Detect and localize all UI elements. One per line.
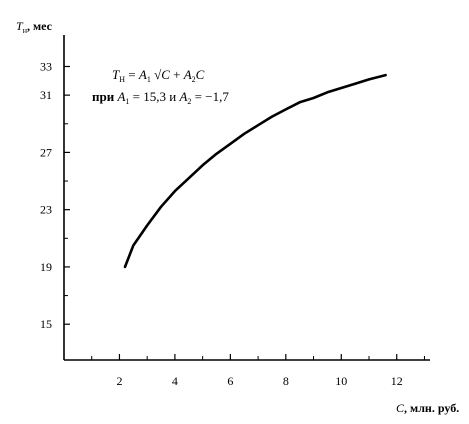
formula-line-2: при A1 = 15,3 и A2 = −1,7 xyxy=(92,89,229,106)
x-tick-label: 8 xyxy=(283,374,289,388)
formula-plus: + xyxy=(170,67,184,82)
y-axis-title-unit: , мес xyxy=(27,19,53,33)
x-ticks: 2 4 6 8 10 12 xyxy=(91,354,425,388)
formula-A1: A xyxy=(138,67,147,82)
x-tick-label: 4 xyxy=(172,374,178,388)
formula2-A1-sub: 1 xyxy=(125,97,129,106)
x-tick-label: 2 xyxy=(116,374,122,388)
formula2-A2: A xyxy=(178,89,187,104)
formula2-A2-val: = −1,7 xyxy=(191,89,229,104)
y-axis-title-sub: н xyxy=(23,26,28,35)
y-axis-title-T: T xyxy=(16,19,24,33)
x-tick-label: 12 xyxy=(391,374,403,388)
formula-C: C xyxy=(196,67,205,82)
formula-T: T xyxy=(112,67,120,82)
formula2-A1-val: = 15,3 и xyxy=(129,89,179,104)
x-axis-title-unit: , млн. руб. xyxy=(404,401,459,415)
y-tick-label: 33 xyxy=(40,59,52,73)
formula-T-sub: Н xyxy=(119,75,125,84)
formula2-A1: A xyxy=(116,89,125,104)
y-tick-label: 31 xyxy=(40,88,52,102)
formula-eq: = xyxy=(125,67,139,82)
formula-A2-sub: 2 xyxy=(192,75,196,84)
x-axis-title: C, млн. руб. xyxy=(396,401,459,415)
y-tick-label: 15 xyxy=(40,317,52,331)
y-axis-title: Tн, мес xyxy=(16,19,53,35)
formula-pri: при xyxy=(92,89,117,104)
formula-line-1: TН = A1 √C + A2C xyxy=(112,67,205,84)
formula2-A2-sub: 2 xyxy=(187,97,191,106)
formula-A2: A xyxy=(183,67,192,82)
y-tick-label: 23 xyxy=(40,203,52,217)
series xyxy=(123,73,387,269)
x-tick-label: 6 xyxy=(227,374,233,388)
x-tick-label: 10 xyxy=(335,374,347,388)
y-tick-label: 27 xyxy=(40,145,52,159)
y-ticks: 15 19 23 27 31 33 xyxy=(40,59,70,331)
x-axis-title-C: C xyxy=(396,401,405,415)
series-line xyxy=(123,73,387,269)
y-tick-label: 19 xyxy=(40,260,52,274)
formula-sqrt: √C xyxy=(151,67,170,82)
formula-A1-sub: 1 xyxy=(147,75,151,84)
